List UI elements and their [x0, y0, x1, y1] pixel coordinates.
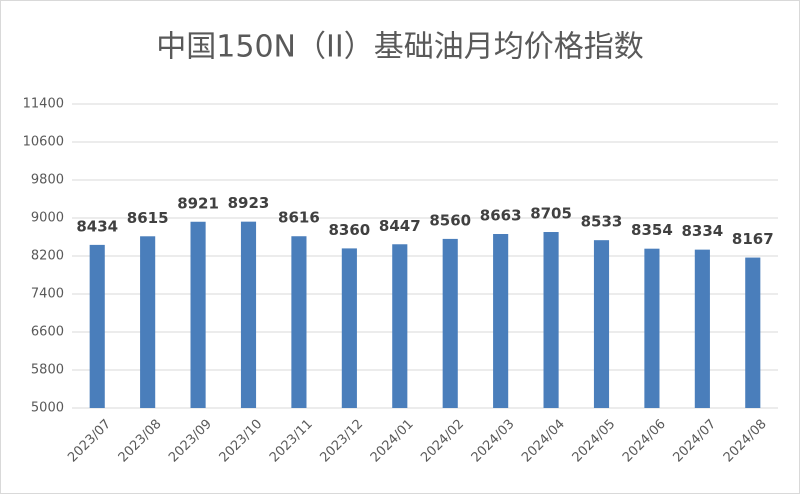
data-label: 8663 [480, 207, 522, 225]
data-label: 8615 [127, 209, 169, 227]
bar [694, 249, 710, 408]
data-label: 8360 [328, 221, 370, 239]
y-tick-label: 8200 [31, 249, 64, 264]
bar [493, 234, 509, 408]
data-label: 8447 [379, 217, 421, 235]
data-label: 8354 [631, 221, 673, 239]
bar [190, 221, 206, 408]
y-tick-label: 11400 [23, 97, 64, 112]
bar [745, 257, 761, 408]
bar [240, 221, 257, 408]
bar [89, 244, 105, 408]
data-label: 8923 [228, 194, 270, 212]
bar [543, 232, 559, 408]
bar [140, 236, 156, 408]
y-tick-label: 5000 [31, 401, 64, 416]
y-tick-label: 5800 [31, 363, 64, 378]
y-tick-label: 10600 [23, 135, 64, 150]
data-label: 8434 [76, 217, 118, 235]
data-label: 8334 [681, 222, 723, 240]
y-tick-label: 6600 [31, 325, 64, 340]
bar [593, 240, 610, 408]
bar [442, 238, 458, 408]
y-tick-label: 9800 [31, 173, 64, 188]
bar [291, 236, 307, 408]
data-label: 8167 [732, 230, 774, 248]
bar [644, 248, 660, 408]
data-label: 8705 [530, 205, 572, 223]
y-tick-label: 9000 [31, 211, 64, 226]
data-label: 8616 [278, 209, 320, 227]
data-label: 8921 [177, 194, 219, 212]
bar [341, 248, 357, 408]
bar [392, 244, 408, 408]
data-label: 8560 [429, 211, 471, 229]
y-tick-label: 7400 [31, 287, 64, 302]
data-label: 8533 [581, 213, 623, 231]
chart-title: 中国150N（II）基础油月均价格指数 [156, 30, 643, 65]
